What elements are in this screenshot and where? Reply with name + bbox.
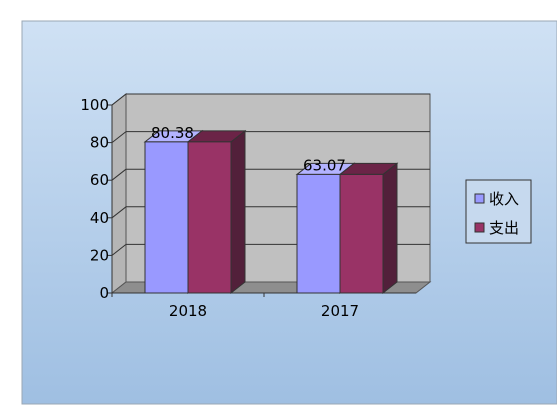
gridline-side [111,206,127,219]
data-label: 80.38 [151,124,194,142]
x-tick-label: 2017 [321,302,359,320]
y-axis: 0 20 40 60 80 100 [80,96,113,302]
x-tick-label: 2018 [169,302,207,320]
legend-label-series-2: 支出 [489,219,519,237]
data-label: 63.07 [303,156,346,174]
y-tick-label: 100 [80,96,109,114]
gridline-side [111,131,127,143]
side-wall [111,92,127,295]
legend-label-series-1: 收入 [489,190,519,208]
legend: 收入 支出 [465,179,532,244]
legend-swatch-series-2 [474,222,485,233]
bars: 80.38 63.07 [143,124,399,295]
bar-2017-series-1 [296,173,341,294]
gridline-side [111,168,127,181]
legend-swatch-series-1 [474,193,485,204]
bar-side-2017-2 [382,162,398,295]
bar-side-2018-2 [230,129,246,295]
y-tick-label: 60 [90,171,109,189]
y-tick-label: 0 [99,284,109,302]
gridline-side [111,93,127,106]
y-tick-label: 40 [90,209,109,227]
y-tick-label: 80 [90,134,109,152]
gridline-side [111,244,127,256]
bar-2017-series-2 [339,173,384,294]
bar-2018-series-2 [187,141,232,294]
x-axis: 2018 2017 [111,292,416,320]
bar-2018-series-1 [144,141,189,294]
y-tick-label: 20 [90,246,109,264]
